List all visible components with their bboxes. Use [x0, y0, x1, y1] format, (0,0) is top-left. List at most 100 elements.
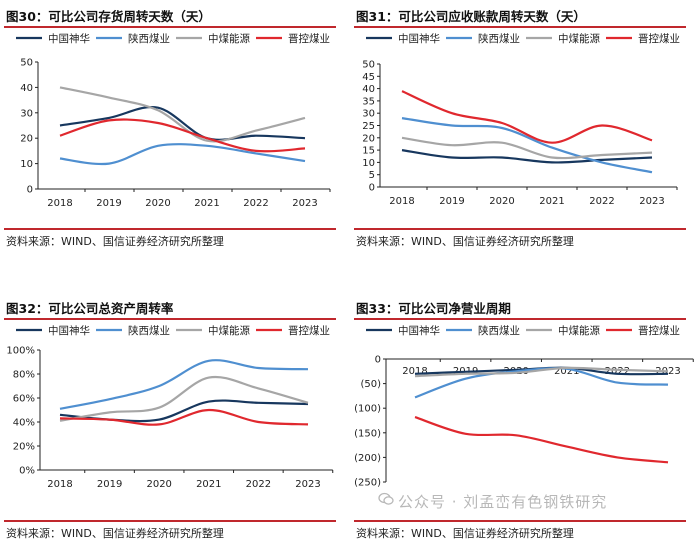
- title-rule: [354, 26, 686, 28]
- x-tick-label: 2019: [439, 196, 464, 207]
- title-rule: [4, 26, 336, 28]
- legend-label: 中煤能源: [208, 324, 250, 337]
- x-tick-label: 2021: [554, 366, 579, 377]
- y-tick-label: (150): [354, 428, 381, 439]
- x-tick-label: 2023: [655, 366, 680, 377]
- legend-label: 晋控煤业: [638, 324, 680, 337]
- source-rule: [354, 228, 686, 230]
- series-line-3: [59, 86, 306, 143]
- series-line-2: [401, 117, 653, 174]
- series-line-3: [414, 366, 669, 378]
- chart-title: 图30：可比公司存货周转天数（天）: [6, 9, 211, 24]
- series-line-4: [401, 90, 653, 144]
- y-tick-label: 45: [362, 72, 375, 83]
- x-tick-label: 2020: [145, 198, 170, 209]
- x-tick-label: 2022: [589, 196, 614, 207]
- legend-label: 中煤能源: [558, 324, 600, 337]
- chart-panel-2: 图32：可比公司总资产周转率 中国神华 陕西煤业 中煤能源 晋控煤业 0% 20% 40% 6…: [0, 292, 340, 540]
- x-tick-label: 2021: [196, 479, 221, 490]
- y-tick-label: 40%: [13, 418, 35, 429]
- series-line-3: [401, 136, 653, 160]
- x-tick-label: 2019: [96, 198, 121, 209]
- y-tick-label: 0%: [19, 466, 35, 477]
- x-tick-label: 2020: [489, 196, 514, 207]
- y-tick-label: 100%: [6, 346, 35, 357]
- source-rule: [354, 520, 686, 522]
- y-tick-label: 5: [369, 170, 375, 181]
- y-tick-label: 10: [20, 159, 33, 170]
- legend-label: 中国神华: [398, 324, 440, 337]
- y-tick-label: 20%: [13, 442, 35, 453]
- y-tick-label: 20: [20, 134, 33, 145]
- x-tick-label: 2022: [246, 479, 271, 490]
- y-tick-label: 0: [375, 355, 381, 366]
- y-tick-label: 20: [362, 133, 375, 144]
- y-tick-label: 80%: [13, 370, 35, 381]
- y-tick-label: (250): [354, 478, 381, 489]
- x-tick-label: 2021: [539, 196, 564, 207]
- source-rule: [4, 228, 336, 230]
- legend-label: 中煤能源: [558, 32, 600, 45]
- net-operating-cycle-chart: 中国神华 陕西煤业 中煤能源 晋控煤业 0 (50) (100) (150) (200) (250…: [354, 324, 694, 489]
- chart-source: 资料来源：WIND、国信证券经济研究所整理: [6, 235, 224, 248]
- series-line-4: [414, 416, 669, 464]
- legend-label: 中国神华: [48, 32, 90, 45]
- x-tick-label: 2021: [194, 198, 219, 209]
- x-tick-label: 2022: [605, 366, 630, 377]
- x-tick-label: 2018: [47, 198, 72, 209]
- legend-label: 陕西煤业: [478, 324, 520, 337]
- legend-label: 陕西煤业: [128, 32, 170, 45]
- x-tick-label: 2020: [146, 479, 171, 490]
- y-tick-label: (100): [354, 404, 381, 415]
- y-tick-label: 40: [20, 83, 33, 94]
- legend-label: 中国神华: [48, 324, 90, 337]
- x-tick-label: 2023: [639, 196, 664, 207]
- series-line-3: [59, 375, 309, 422]
- y-tick-label: 0: [369, 183, 375, 194]
- y-tick-label: 15: [362, 146, 375, 157]
- legend-label: 陕西煤业: [478, 32, 520, 45]
- x-tick-label: 2023: [292, 198, 317, 209]
- series-line-1: [401, 149, 653, 164]
- y-tick-label: 0: [27, 185, 33, 196]
- y-tick-label: 30: [362, 109, 375, 120]
- x-tick-label: 2023: [295, 479, 320, 490]
- y-tick-label: 50: [362, 60, 375, 71]
- title-rule: [4, 318, 336, 320]
- legend-label: 晋控煤业: [288, 32, 330, 45]
- y-tick-label: 35: [362, 96, 375, 107]
- x-tick-label: 2018: [47, 479, 72, 490]
- asset-turnover-chart: 中国神华 陕西煤业 中煤能源 晋控煤业 0% 20% 40% 60% 80% 100% 2018 20…: [6, 324, 334, 490]
- chart-title: 图31：可比公司应收账款周转天数（天）: [356, 9, 586, 24]
- legend-label: 中煤能源: [208, 32, 250, 45]
- chart-source: 资料来源：WIND、国信证券经济研究所整理: [6, 527, 224, 540]
- x-tick-label: 2022: [243, 198, 268, 209]
- series-line-4: [59, 118, 306, 153]
- series-line-1: [59, 105, 306, 141]
- y-tick-label: 30: [20, 108, 33, 119]
- chart-panel-0: 图30：可比公司存货周转天数（天） 中国神华 陕西煤业 中煤能源 晋控煤业 0 10 20 3…: [0, 0, 340, 260]
- x-tick-label: 2018: [389, 196, 414, 207]
- legend-label: 晋控煤业: [288, 324, 330, 337]
- y-tick-label: 50: [20, 58, 33, 69]
- series-line-2: [414, 367, 669, 399]
- chart-source: 资料来源：WIND、国信证券经济研究所整理: [356, 235, 574, 248]
- chart-title: 图32：可比公司总资产周转率: [6, 301, 174, 316]
- y-tick-label: 25: [362, 121, 375, 132]
- y-tick-label: 40: [362, 84, 375, 95]
- legend-label: 晋控煤业: [638, 32, 680, 45]
- y-tick-label: (200): [354, 453, 381, 464]
- inventory-turnover-chart: 中国神华 陕西煤业 中煤能源 晋控煤业 0 10 20 30 40 50 2018 2019 2020 2…: [16, 32, 331, 209]
- legend-label: 中国神华: [398, 32, 440, 45]
- series-line-4: [59, 408, 309, 426]
- chart-panel-1: 图31：可比公司应收账款周转天数（天） 中国神华 陕西煤业 中煤能源 晋控煤业 0 5 10…: [350, 0, 690, 260]
- title-rule: [354, 318, 686, 320]
- legend-label: 陕西煤业: [128, 324, 170, 337]
- y-tick-label: (50): [360, 379, 381, 390]
- x-tick-label: 2018: [402, 366, 427, 377]
- chart-source: 资料来源：WIND、国信证券经济研究所整理: [356, 527, 574, 540]
- chart-title: 图33：可比公司净营业周期: [356, 301, 511, 316]
- x-tick-label: 2019: [97, 479, 122, 490]
- source-rule: [4, 520, 336, 522]
